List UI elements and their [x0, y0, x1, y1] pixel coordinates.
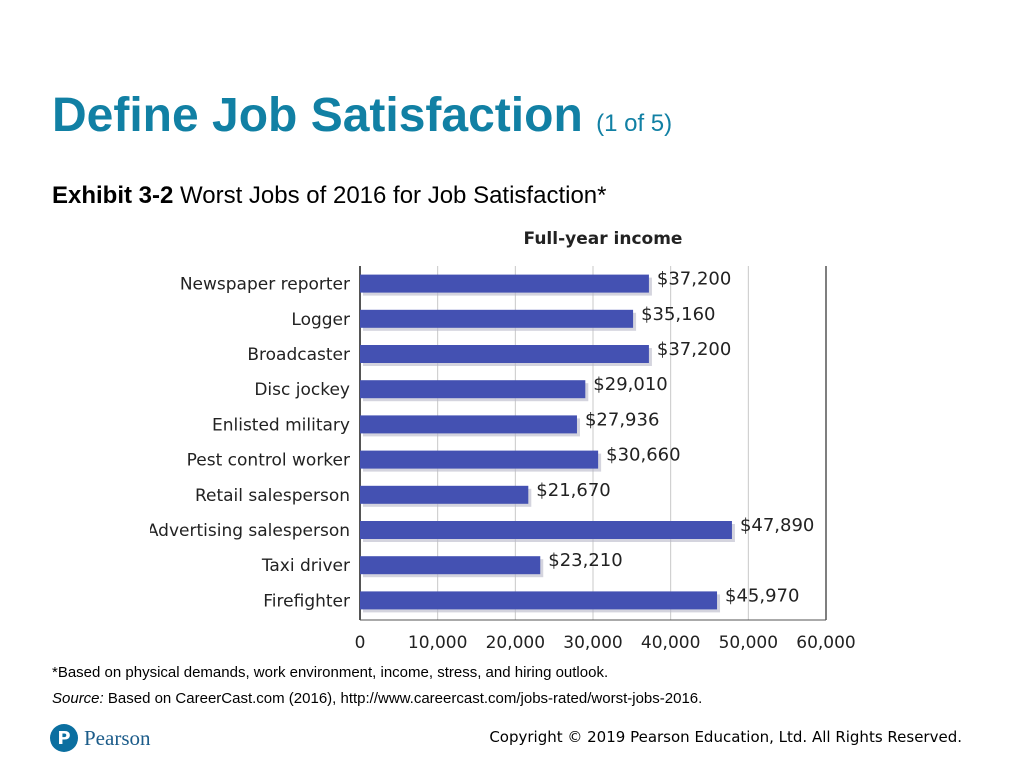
data-label: $45,970	[725, 585, 799, 606]
x-tick-label: 60,000	[796, 633, 855, 653]
bar	[360, 380, 586, 399]
bar	[360, 591, 718, 610]
data-label: $21,670	[536, 480, 610, 501]
bar	[360, 450, 599, 469]
exhibit-heading: Exhibit 3-2 Worst Jobs of 2016 for Job S…	[52, 182, 606, 210]
category-label: Newspaper reporter	[180, 275, 350, 295]
data-label: $29,010	[593, 374, 667, 395]
data-label: $35,160	[641, 304, 715, 325]
exhibit-label: Exhibit 3-2	[52, 182, 174, 209]
slide-title: Define Job Satisfaction (1 of 5)	[52, 88, 672, 143]
category-label: Disc jockey	[254, 380, 350, 400]
x-tick-label: 30,000	[563, 633, 622, 653]
x-tick-label: 50,000	[719, 633, 778, 653]
source-note: Source: Based on CareerCast.com (2016), …	[52, 690, 702, 707]
data-label: $23,210	[548, 550, 622, 571]
bar	[360, 309, 634, 328]
chart-title: Full-year income	[524, 229, 683, 249]
data-label: $27,936	[585, 409, 659, 430]
category-label: Taxi driver	[261, 556, 350, 576]
pearson-logo-text: Pearson	[84, 725, 151, 750]
x-tick-label: 0	[355, 633, 366, 653]
source-label: Source:	[52, 690, 104, 707]
category-label: Broadcaster	[247, 345, 350, 365]
source-text: Based on CareerCast.com (2016), http://w…	[107, 690, 703, 707]
pearson-logo-icon: P	[50, 724, 78, 752]
data-label: $30,660	[606, 445, 680, 466]
category-label: Enlisted military	[212, 415, 350, 435]
x-tick-label: 10,000	[408, 633, 467, 653]
category-label: Advertising salesperson	[150, 521, 350, 541]
bar	[360, 521, 732, 539]
bar	[360, 345, 649, 363]
x-tick-label: 40,000	[641, 633, 700, 653]
bar	[360, 274, 649, 293]
bar	[360, 556, 541, 575]
income-bar-chart: Full-year income 0 10,000 20,000 30,000 40,00…	[150, 229, 856, 653]
copyright-text: Copyright © 2019 Pearson Education, Ltd.…	[489, 728, 962, 746]
slide-title-sub: (1 of 5)	[596, 110, 673, 137]
pearson-logo: P Pearson	[50, 722, 151, 754]
footnote: *Based on physical demands, work environ…	[52, 664, 609, 681]
category-label: Logger	[291, 310, 350, 330]
category-label: Pest control worker	[187, 451, 350, 471]
bar	[360, 415, 577, 434]
data-label: $37,200	[657, 269, 731, 290]
data-label: $37,200	[657, 339, 731, 360]
exhibit-title: Worst Jobs of 2016 for Job Satisfaction*	[180, 182, 607, 209]
data-label: $47,890	[740, 515, 814, 536]
category-label: Firefighter	[263, 591, 350, 611]
bar	[360, 485, 529, 504]
category-label: Retail salesperson	[195, 486, 350, 506]
x-tick-label: 20,000	[486, 633, 545, 653]
slide-title-main: Define Job Satisfaction	[52, 89, 583, 142]
